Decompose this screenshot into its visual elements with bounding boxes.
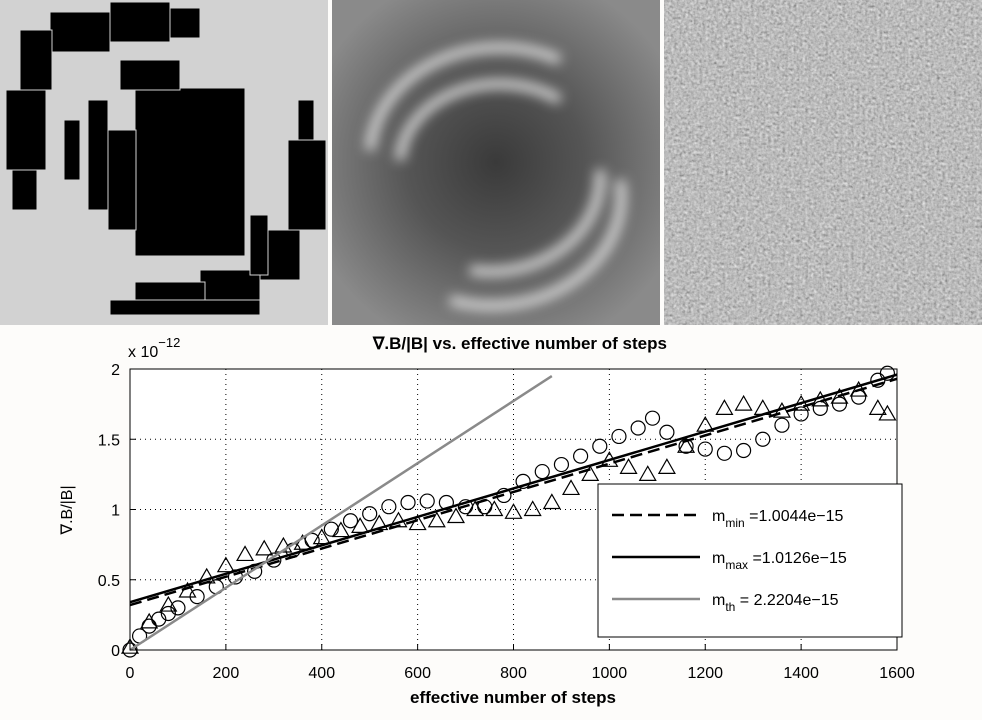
circle-marker — [362, 506, 378, 522]
x-tick-label: 200 — [213, 665, 240, 682]
y-axis-label: ∇.B/|B| — [59, 485, 76, 535]
x-tick-label: 1600 — [879, 665, 915, 682]
circle-marker — [400, 494, 416, 511]
circle-marker — [573, 448, 589, 464]
triangle-marker — [561, 479, 581, 496]
y-tick-label: 1.5 — [98, 432, 120, 449]
triangle-marker — [734, 394, 753, 411]
triangle-marker — [466, 500, 485, 517]
triangle-marker — [638, 465, 657, 481]
circle-marker — [831, 396, 848, 412]
triangle-marker — [485, 500, 504, 517]
circle-marker — [342, 513, 359, 529]
circle-marker — [592, 438, 608, 454]
legend-rest: = 2.2204e−15 — [735, 592, 838, 609]
circle-marker — [812, 400, 828, 416]
y-tick-label: 2 — [111, 362, 120, 379]
triangle-marker — [427, 511, 446, 528]
circle-marker — [879, 365, 896, 381]
triangle-marker — [274, 536, 293, 553]
triangle-marker — [830, 387, 849, 404]
circle-marker — [496, 487, 512, 504]
circle-marker — [716, 445, 733, 461]
circle-marker — [170, 600, 186, 616]
legend-rest: =1.0044e−15 — [745, 508, 844, 525]
x-tick-label: 1200 — [687, 665, 723, 682]
legend-label: mth = 2.2204e−15 — [712, 592, 839, 614]
panel-smooth-field — [332, 0, 660, 325]
circle-marker — [774, 417, 790, 433]
legend-rest: =1.0126e−15 — [748, 550, 847, 567]
fit-line — [129, 373, 898, 604]
multiplier-base: x 10 — [128, 344, 158, 361]
triangle-marker — [878, 404, 897, 421]
legend-label: mmax =1.0126e−15 — [712, 550, 847, 572]
circle-marker — [644, 410, 661, 426]
circle-marker — [611, 428, 627, 445]
circle-marker — [630, 420, 646, 436]
triangle-marker — [715, 399, 734, 415]
x-tick-label: 0 — [126, 665, 135, 682]
circle-marker — [419, 493, 435, 509]
triangle-marker — [216, 556, 235, 573]
y-tick-label: 0 — [111, 643, 120, 660]
triangle-marker — [657, 458, 676, 474]
x-tick-label: 1400 — [783, 665, 819, 682]
legend-sub: th — [725, 600, 735, 614]
circle-marker — [697, 441, 713, 457]
x-tick-label: 800 — [500, 665, 527, 682]
triangle-marker — [868, 399, 887, 415]
triangle-marker — [523, 500, 542, 517]
panel-noise — [664, 0, 982, 325]
legend-base: m — [712, 550, 725, 567]
circle-marker — [735, 442, 752, 459]
circle-marker — [534, 463, 550, 480]
y-multiplier: x 10−12 — [128, 335, 180, 361]
legend-base: m — [712, 592, 725, 609]
triangle-marker — [159, 595, 178, 612]
triangle-marker — [255, 539, 274, 556]
multiplier-exponent: −12 — [158, 335, 180, 350]
y-tick-label: 1 — [111, 503, 120, 520]
triangle-marker — [446, 507, 466, 524]
triangle-marker — [331, 521, 350, 538]
x-tick-label: 400 — [308, 665, 335, 682]
y-tick-label: 0.5 — [98, 573, 120, 590]
triangle-marker — [351, 517, 370, 533]
circle-marker — [659, 424, 675, 440]
triangle-marker — [619, 458, 638, 474]
circle-marker — [755, 431, 771, 447]
legend-sub: min — [725, 516, 744, 530]
x-axis-label: effective number of steps — [410, 688, 616, 707]
circle-marker — [323, 521, 339, 537]
circle-marker — [160, 605, 176, 622]
circle-marker — [553, 456, 570, 473]
fit-line — [129, 374, 553, 652]
legend-label: mmin =1.0044e−15 — [712, 508, 844, 530]
triangle-marker — [677, 437, 696, 453]
triangle-marker — [293, 534, 312, 550]
triangle-marker — [236, 545, 255, 562]
circle-marker — [793, 406, 809, 422]
legend-sub: max — [725, 558, 748, 572]
triangle-marker — [542, 493, 561, 510]
triangle-marker — [504, 503, 523, 519]
x-tick-label: 600 — [404, 665, 431, 682]
chart-title: ∇.B/|B| vs. effective number of steps — [372, 334, 667, 353]
legend-base: m — [712, 508, 725, 525]
x-tick-label: 1000 — [592, 665, 628, 682]
triangle-marker — [581, 465, 600, 481]
panel-rectangles — [0, 0, 328, 325]
triangle-marker — [312, 528, 331, 545]
triangle-marker — [140, 612, 159, 629]
circle-marker — [381, 499, 397, 515]
circle-marker — [515, 473, 531, 489]
